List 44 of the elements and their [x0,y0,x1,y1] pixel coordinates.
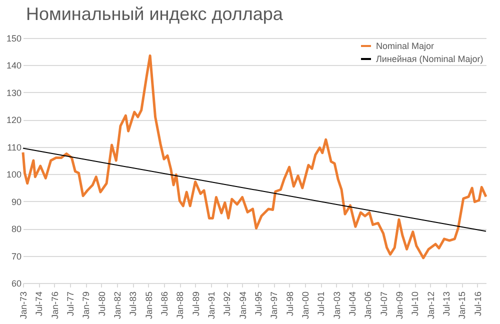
x-tick-label: Jan-79 [81,292,92,320]
x-tick-label: Jan-82 [112,292,122,320]
y-tick-label: 110 [7,142,22,152]
x-tick-label: Jan-85 [144,292,154,320]
y-tick-label: 150 [6,34,22,44]
x-tick-label: Jul-07 [378,292,389,316]
x-tick-label: Jan-03 [332,292,342,320]
x-tick-label: Jan-88 [175,292,186,320]
y-tick-label: 90 [11,196,22,207]
x-tick-label: Jul-98 [284,292,295,316]
x-tick-label: Jan-15 [457,292,468,320]
x-tick-label: Jan-94 [238,292,248,320]
x-tick-label: Jul-92 [222,292,232,316]
x-tick-label: Jul-89 [190,292,201,316]
x-tick-label: Jan-97 [269,292,280,320]
x-tick-label: Jul-01 [316,292,326,316]
x-tick-label: Jan-09 [394,292,404,320]
x-tick-label: Jul-83 [128,292,138,316]
x-tick-label: Jul-10 [410,292,420,316]
y-tick-label: 120 [6,115,22,126]
legend-label: Линейная (Nominal Major) [376,54,484,64]
y-tick-label: 70 [11,251,22,262]
x-tick-label: Jan-00 [300,292,310,320]
y-tick-label: 80 [11,224,22,234]
chart-title: Номинальный индекс доллара [26,4,284,24]
x-tick-label: Jan-06 [363,292,374,320]
y-tick-label: 140 [6,60,22,71]
x-tick-label: Jul-04 [347,292,358,316]
legend-label: Nominal Major [376,41,434,51]
x-tick-label: Jan-91 [206,292,216,320]
line-series [22,54,488,260]
y-tick-label: 100 [6,170,22,180]
x-tick-label: Jul-74 [34,292,44,316]
x-tick-label: Jan-73 [18,292,28,320]
x-tick-label: Jul-16 [472,292,483,316]
y-tick-label: 60 [11,278,22,288]
x-tick-label: Jul-80 [96,292,107,316]
x-tick-label: Jan-12 [426,292,436,320]
x-tick-label: Jan-76 [50,292,60,320]
x-tick-label: Jul-86 [159,292,170,316]
x-tick-label: Jul-95 [253,292,264,316]
x-tick-label: Jul-77 [65,292,76,316]
y-tick-label: 130 [6,88,22,98]
x-tick-label: Jul-13 [441,292,452,316]
